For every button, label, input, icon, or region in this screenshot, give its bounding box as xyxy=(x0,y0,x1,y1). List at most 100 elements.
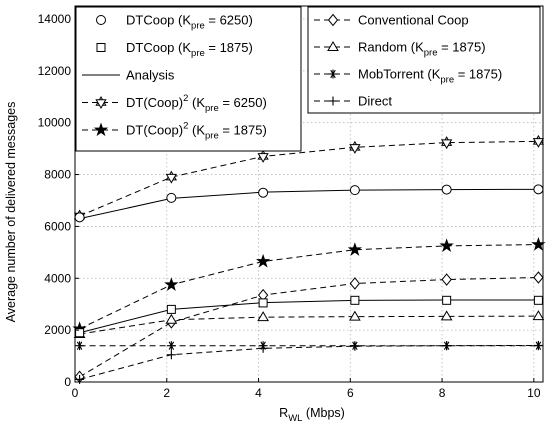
series-line-direct xyxy=(79,344,539,380)
series-conventional xyxy=(74,271,544,384)
legend-label: Analysis xyxy=(126,68,175,83)
legend-label-tail: = 1875) xyxy=(205,40,253,55)
y-tick-label: 10000 xyxy=(38,116,72,130)
data-point-dtcoop6250 xyxy=(441,184,452,195)
series-line-dtcoop2_1875 xyxy=(79,244,539,330)
x-axis-label-unit: (Mbps) xyxy=(302,406,344,420)
data-point-dtcoop1875 xyxy=(350,295,360,305)
data-point-dtcoop2_6250 xyxy=(165,170,177,184)
legend-label-sub: pre xyxy=(191,21,205,32)
legend-item-random: Random (Kpre = 1875) xyxy=(314,40,486,59)
legend-label-text: DT(Coop) xyxy=(126,123,183,138)
legend-label-sup: 2 xyxy=(183,93,188,104)
legend-label-text: DTCoop (K xyxy=(126,40,191,55)
data-point-dtcoop2_1875 xyxy=(531,237,546,251)
legend-label-sub: pre xyxy=(424,48,438,59)
legend-label-text-2: (K xyxy=(188,95,205,110)
data-point-dtcoop2_1875 xyxy=(347,242,363,256)
data-point-dtcoop1875 xyxy=(442,295,452,305)
legend-marker xyxy=(328,96,338,106)
legend-item-conventional: Conventional Coop xyxy=(314,13,469,28)
data-point-dtcoop2_6250 xyxy=(532,134,545,148)
legend-label-tail: = 6250) xyxy=(205,13,253,28)
legend-item-dtcoop1875: DTCoop (Kpre = 1875) xyxy=(96,40,253,59)
legend-marker xyxy=(328,69,338,79)
legend-left: DTCoop (Kpre = 6250)DTCoop (Kpre = 1875)… xyxy=(75,6,302,152)
data-point-dtcoop2_1875 xyxy=(164,277,179,291)
data-point-dtcoop6250 xyxy=(258,187,269,198)
y-axis-label: Average number of delivered messages xyxy=(4,102,18,323)
y-tick-label: 14000 xyxy=(38,12,72,26)
legend-marker xyxy=(96,15,106,25)
legend-item-dtcoop2_6250: DT(Coop)2 (Kpre = 6250) xyxy=(82,93,267,114)
x-axis-label: RWL (Mbps) xyxy=(279,406,345,424)
legend-label-tail: = 1875) xyxy=(454,67,502,82)
data-point-dtcoop1875 xyxy=(75,328,85,338)
data-point-dtcoop1875 xyxy=(533,295,543,305)
legend-right-box xyxy=(307,6,541,114)
legend-label-sub: pre xyxy=(205,103,219,114)
data-point-mobtorrent xyxy=(166,341,176,351)
legend-label: Conventional Coop xyxy=(358,13,469,28)
data-point-dtcoop1875 xyxy=(258,298,268,308)
x-tick-label: 0 xyxy=(72,386,79,400)
data-point-random xyxy=(257,311,269,322)
data-point-dtcoop6250 xyxy=(349,185,360,196)
series-line-conventional xyxy=(79,277,539,378)
y-tick-label: 4000 xyxy=(44,271,71,285)
y-tick-label: 8000 xyxy=(44,168,71,182)
legend-label: Direct xyxy=(358,94,392,109)
data-point-dtcoop2_1875 xyxy=(255,253,271,268)
series-mobtorrent xyxy=(75,341,543,351)
legend-marker xyxy=(327,41,339,51)
series-analysis1875 xyxy=(79,299,539,334)
data-point-random xyxy=(349,310,361,321)
legend-label-text: DT(Coop) xyxy=(126,95,183,110)
legend-label-text: DTCoop (K xyxy=(126,13,191,28)
data-point-dtcoop2_6250 xyxy=(441,136,453,150)
data-point-mobtorrent xyxy=(75,341,85,351)
series-dtcoop2_1875 xyxy=(72,237,546,335)
data-point-mobtorrent xyxy=(350,341,360,351)
y-tick-label: 6000 xyxy=(44,219,71,233)
series-line-analysis1875 xyxy=(79,299,539,334)
legend-label: DTCoop (Kpre = 1875) xyxy=(126,40,253,59)
data-point-random xyxy=(440,310,453,321)
data-point-random xyxy=(532,310,545,321)
data-point-dtcoop6250 xyxy=(166,192,177,203)
data-point-dtcoop1875 xyxy=(166,304,176,314)
data-point-dtcoop6250 xyxy=(74,212,85,223)
data-point-conventional xyxy=(533,271,544,284)
series-random xyxy=(73,310,545,339)
series-line-random xyxy=(79,315,539,335)
legend-label-sub: pre xyxy=(191,48,205,59)
data-point-random xyxy=(165,313,178,324)
data-point-dtcoop2_6250 xyxy=(257,149,269,163)
series-layer xyxy=(72,134,546,384)
series-dtcoop6250 xyxy=(74,184,544,223)
legend-label-text: Random (K xyxy=(358,40,424,55)
data-point-mobtorrent xyxy=(442,341,452,351)
x-axis-label-main: R xyxy=(279,406,288,420)
data-point-dtcoop2_1875 xyxy=(439,238,454,252)
legend-label-text: Conventional Coop xyxy=(358,13,469,28)
y-tick-label: 12000 xyxy=(38,64,72,78)
series-line-analysis6250 xyxy=(79,188,539,220)
x-tick-label: 2 xyxy=(163,386,170,400)
x-tick-label: 8 xyxy=(439,386,446,400)
data-point-mobtorrent xyxy=(258,341,268,351)
legend-label-sub: pre xyxy=(205,131,219,142)
legend-item-analysis6250: Analysis xyxy=(82,68,175,83)
series-direct xyxy=(75,340,543,384)
legend-item-dtcoop2_1875: DT(Coop)2 (Kpre = 1875) xyxy=(82,121,267,142)
legend-label-text: MobTorrent (K xyxy=(358,67,441,82)
legend-marker xyxy=(93,122,109,137)
data-point-conventional xyxy=(441,273,452,286)
y-tick-label: 2000 xyxy=(44,323,71,337)
legend-label-sub: pre xyxy=(440,75,454,86)
legend-label: DTCoop (Kpre = 6250) xyxy=(126,13,253,32)
data-point-dtcoop6250 xyxy=(533,184,544,195)
legend-label: DT(Coop)2 (Kpre = 6250) xyxy=(126,93,267,114)
